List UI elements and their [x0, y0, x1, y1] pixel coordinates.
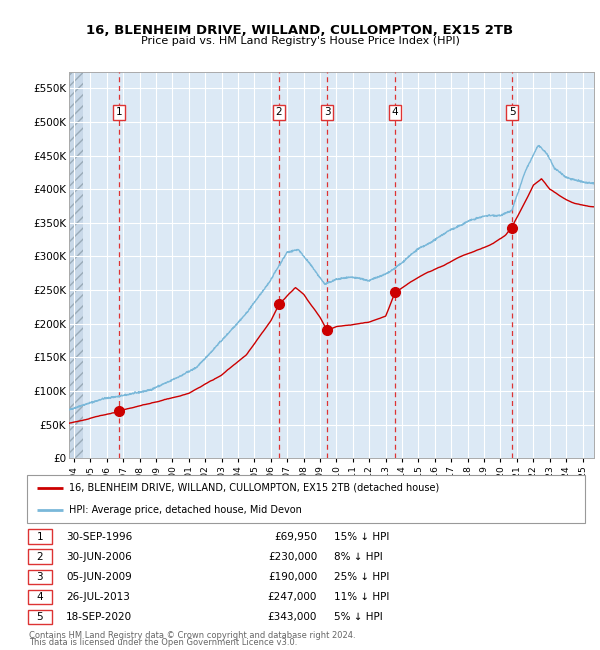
Text: 30-JUN-2006: 30-JUN-2006	[66, 552, 132, 562]
Text: 25% ↓ HPI: 25% ↓ HPI	[334, 572, 389, 582]
Text: 8% ↓ HPI: 8% ↓ HPI	[334, 552, 383, 562]
Text: 5: 5	[509, 107, 515, 117]
Text: £230,000: £230,000	[268, 552, 317, 562]
FancyBboxPatch shape	[28, 529, 52, 544]
Text: £190,000: £190,000	[268, 572, 317, 582]
Text: 15% ↓ HPI: 15% ↓ HPI	[334, 532, 389, 541]
Bar	[69, 72, 83, 458]
Text: 30-SEP-1996: 30-SEP-1996	[66, 532, 133, 541]
Text: 1: 1	[37, 532, 43, 541]
Text: 5: 5	[37, 612, 43, 622]
Text: 18-SEP-2020: 18-SEP-2020	[66, 612, 132, 622]
Text: 2: 2	[37, 552, 43, 562]
Text: £69,950: £69,950	[274, 532, 317, 541]
Text: 3: 3	[324, 107, 331, 117]
Text: 5% ↓ HPI: 5% ↓ HPI	[334, 612, 383, 622]
Text: 4: 4	[392, 107, 398, 117]
Text: £343,000: £343,000	[268, 612, 317, 622]
FancyBboxPatch shape	[28, 569, 52, 584]
FancyBboxPatch shape	[28, 610, 52, 625]
Text: 11% ↓ HPI: 11% ↓ HPI	[334, 592, 389, 602]
Text: Contains HM Land Registry data © Crown copyright and database right 2024.: Contains HM Land Registry data © Crown c…	[29, 630, 355, 640]
Text: HPI: Average price, detached house, Mid Devon: HPI: Average price, detached house, Mid …	[69, 505, 302, 515]
Text: 16, BLENHEIM DRIVE, WILLAND, CULLOMPTON, EX15 2TB (detached house): 16, BLENHEIM DRIVE, WILLAND, CULLOMPTON,…	[69, 483, 439, 493]
Text: 1: 1	[116, 107, 122, 117]
Text: £247,000: £247,000	[268, 592, 317, 602]
Text: 3: 3	[37, 572, 43, 582]
Text: Price paid vs. HM Land Registry's House Price Index (HPI): Price paid vs. HM Land Registry's House …	[140, 36, 460, 46]
Text: This data is licensed under the Open Government Licence v3.0.: This data is licensed under the Open Gov…	[29, 638, 297, 647]
FancyBboxPatch shape	[28, 590, 52, 605]
Text: 26-JUL-2013: 26-JUL-2013	[66, 592, 130, 602]
FancyBboxPatch shape	[28, 549, 52, 564]
Text: 16, BLENHEIM DRIVE, WILLAND, CULLOMPTON, EX15 2TB: 16, BLENHEIM DRIVE, WILLAND, CULLOMPTON,…	[86, 24, 514, 37]
Text: 2: 2	[275, 107, 283, 117]
Text: 05-JUN-2009: 05-JUN-2009	[66, 572, 132, 582]
FancyBboxPatch shape	[27, 474, 585, 523]
Text: 4: 4	[37, 592, 43, 602]
